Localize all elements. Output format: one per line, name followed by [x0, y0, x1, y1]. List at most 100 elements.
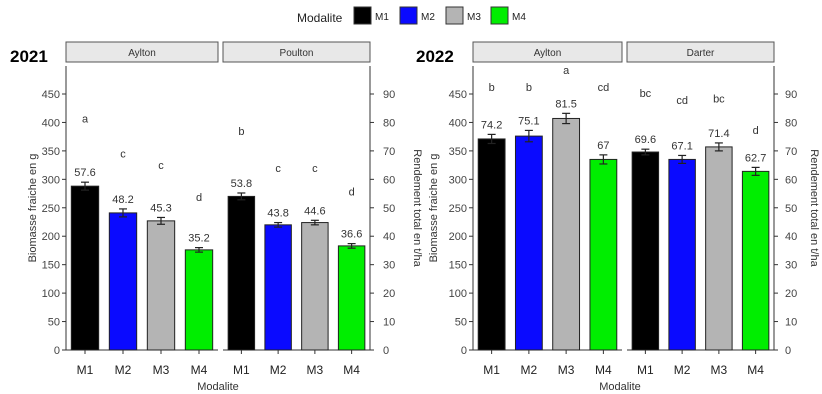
- significance-letter: b: [238, 126, 244, 138]
- x-tick-label: M1: [637, 363, 654, 377]
- rendement-label: 71.4: [708, 128, 729, 140]
- bar-m3: [705, 146, 733, 351]
- bar-m1: [631, 151, 660, 351]
- bar-m3: [146, 220, 176, 351]
- y2-tick-label: 0: [785, 345, 791, 357]
- rendement-label: 53.8: [231, 178, 252, 190]
- x-tick-label: M4: [191, 363, 208, 377]
- y2-tick-label: 40: [785, 231, 797, 243]
- bar-m1: [477, 138, 506, 351]
- y-tick-label: 450: [42, 89, 60, 101]
- legend-swatch-m1: [353, 6, 372, 25]
- x-tick-label: M3: [711, 363, 728, 377]
- facet-strip: [65, 41, 219, 63]
- x-tick-label: M1: [483, 363, 500, 377]
- x-tick-label: M3: [558, 363, 575, 377]
- x-tick-label: M4: [595, 363, 612, 377]
- y-axis-title: Biomasse fraiche en g: [27, 154, 39, 263]
- panel-poulton: Poulton 53.8 b M1 43.8 c M2 44.6 c M3 36.6 d M4: [222, 41, 371, 377]
- panel-aylton: Aylton 57.6 a M1 48.2 c M2 45.3 c M3 35.2 d M4: [65, 41, 219, 377]
- significance-letter: cd: [598, 82, 610, 94]
- bar-m3: [552, 117, 581, 351]
- y-tick-label: 400: [449, 117, 467, 129]
- y2-tick-label: 70: [785, 146, 797, 158]
- legend: Modalite M1 M2 M3 M4: [297, 6, 526, 25]
- y2-tick-label: 30: [383, 260, 395, 272]
- legend-label-m1: M1: [375, 12, 389, 23]
- facet-strip: [222, 41, 371, 63]
- x-tick-label: M2: [115, 363, 132, 377]
- significance-letter: bc: [640, 88, 652, 100]
- bar-m4: [184, 249, 214, 351]
- facet-strip-label: Darter: [687, 48, 715, 59]
- significance-letter: bc: [713, 94, 725, 106]
- y-tick-label: 350: [42, 146, 60, 158]
- significance-letter: c: [158, 160, 164, 172]
- y-tick-label: 300: [449, 174, 467, 186]
- rendement-label: 44.6: [304, 205, 325, 217]
- y-tick-label: 200: [42, 231, 60, 243]
- significance-letter: a: [563, 65, 570, 77]
- y-axis-title: Biomasse fraiche en g: [428, 154, 440, 263]
- y2-tick-label: 30: [785, 260, 797, 272]
- y-tick-label: 350: [449, 146, 467, 158]
- rendement-label: 43.8: [267, 208, 288, 220]
- y-tick-label: 150: [449, 260, 467, 272]
- x-axis-title: Modalite: [197, 381, 239, 393]
- y2-tick-label: 60: [383, 174, 395, 186]
- y2-tick-label: 0: [383, 345, 389, 357]
- y-tick-label: 250: [449, 203, 467, 215]
- panel-darter: Darter 69.6 bc M1 67.1 cd M2 71.4 bc M3 62.7 d M4: [626, 41, 775, 377]
- y2-tick-label: 80: [383, 117, 395, 129]
- y-tick-label: 100: [42, 288, 60, 300]
- x-tick-label: M2: [270, 363, 287, 377]
- bar-m1: [70, 185, 100, 351]
- y2-tick-label: 70: [383, 146, 395, 158]
- facet-strip: [472, 41, 623, 63]
- y2-tick-label: 90: [785, 89, 797, 101]
- legend-label-m2: M2: [421, 12, 435, 23]
- y2-axis-title: Rendement total en t/ha: [808, 149, 820, 267]
- rendement-label: 57.6: [74, 167, 95, 179]
- y2-tick-label: 40: [383, 231, 395, 243]
- year-label: 2022: [416, 47, 454, 66]
- legend-label-m3: M3: [467, 12, 481, 23]
- y-tick-label: 450: [449, 89, 467, 101]
- bar-m2: [514, 135, 543, 351]
- y-tick-label: 150: [42, 260, 60, 272]
- significance-letter: c: [275, 163, 281, 175]
- bar-m1: [227, 195, 256, 351]
- significance-letter: d: [753, 125, 759, 137]
- bar-m3: [301, 222, 329, 351]
- bar-m2: [264, 224, 292, 351]
- y-tick-label: 0: [54, 345, 60, 357]
- legend-swatch-m3: [445, 6, 464, 25]
- bar-m2: [108, 212, 138, 351]
- y-tick-label: 100: [449, 288, 467, 300]
- rendement-label: 45.3: [150, 202, 171, 214]
- y-tick-label: 50: [48, 317, 60, 329]
- rendement-label: 62.7: [745, 152, 766, 164]
- x-tick-label: M1: [77, 363, 94, 377]
- rendement-label: 75.1: [518, 115, 539, 127]
- y-tick-label: 250: [42, 203, 60, 215]
- y-tick-label: 50: [455, 317, 467, 329]
- x-tick-label: M2: [674, 363, 691, 377]
- legend-swatch-m4: [490, 6, 509, 25]
- y2-tick-label: 80: [785, 117, 797, 129]
- bar-m2: [668, 158, 696, 351]
- rendement-label: 48.2: [112, 194, 133, 206]
- x-axis-title: Modalite: [599, 381, 641, 393]
- y-tick-label: 200: [449, 231, 467, 243]
- legend-title: Modalite: [297, 11, 343, 25]
- rendement-label: 67.1: [671, 140, 692, 152]
- y2-axis-title: Rendement total en t/ha: [411, 149, 423, 267]
- facet-strip-label: Poulton: [280, 48, 314, 59]
- x-tick-label: M4: [343, 363, 360, 377]
- legend-swatch-m2: [399, 6, 418, 25]
- x-tick-label: M4: [747, 363, 764, 377]
- significance-letter: b: [489, 82, 495, 94]
- y2-tick-label: 10: [785, 317, 797, 329]
- legend-label-m4: M4: [512, 12, 526, 23]
